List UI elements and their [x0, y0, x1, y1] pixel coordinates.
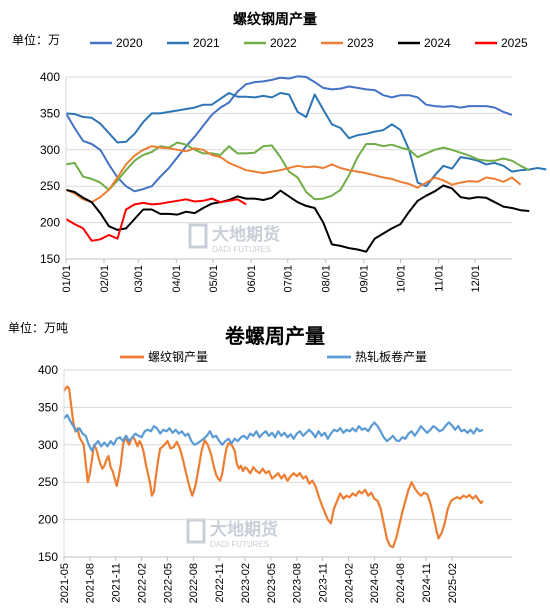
chart1-x-tick-label: 09/01 — [359, 265, 371, 293]
chart1-y-tick-label: 200 — [40, 216, 60, 230]
watermark-text: 大地期货 — [212, 224, 280, 245]
legend-label-螺纹钢产量: 螺纹钢产量 — [148, 350, 208, 364]
chart2-x-tick-label: 2021-05 — [59, 563, 71, 603]
chart1-y-tick-label: 150 — [40, 252, 60, 266]
chart1-unit-label: 单位：万 — [12, 32, 60, 47]
chart2-x-tick-label: 2022-08 — [188, 563, 200, 603]
chart1-watermark: 大地期货 DADI FUTURES — [188, 223, 280, 254]
chart1-x-tick-label: 06/01 — [246, 265, 258, 293]
chart2-x-tick-label: 2024-02 — [343, 563, 355, 603]
series-line-2022 — [65, 141, 530, 201]
legend-label-2020: 2020 — [116, 36, 143, 50]
chart2-title: 卷螺周产量 — [225, 324, 325, 348]
chart1-y-tick-label: 350 — [40, 106, 60, 120]
chart1-x-tick-label: 01/01 — [61, 265, 73, 293]
chart2-x-tick-label: 2023-02 — [240, 563, 252, 603]
chart2-x-tick-label: 2023-05 — [266, 563, 278, 603]
series-line-2020 — [65, 75, 513, 193]
rebar-weekly-output-chart: 螺纹钢周产量 单位：万 大地期货 DADI FUTURES 150 200 250 3… — [12, 11, 547, 293]
chart2-y-tick-label: 250 — [38, 475, 58, 489]
chart2-x-tick-label: 2025-02 — [447, 563, 459, 603]
chart2-watermark: 大地期货 DADI FUTURES — [186, 518, 278, 549]
legend-label-2021: 2021 — [193, 36, 220, 50]
chart2-y-tick-label: 400 — [38, 363, 58, 377]
watermark-subtext: DADI FUTURES — [212, 245, 271, 254]
legend-label-2022: 2022 — [270, 36, 297, 50]
chart1-y-tick-label: 300 — [40, 143, 60, 157]
chart1-x-tick-label: 04/01 — [171, 265, 183, 293]
chart1-x-tick-label: 08/01 — [321, 265, 333, 293]
series-line-2023 — [65, 145, 522, 204]
chart2-x-tick-label: 2024-05 — [369, 563, 381, 603]
series-line-2024 — [65, 184, 530, 253]
chart2-x-tick-label: 2024-11 — [421, 563, 433, 603]
chart2-x-tick-label: 2022-02 — [136, 563, 148, 603]
chart1-x-tick-label: 02/01 — [99, 265, 111, 293]
chart2-x-tick-label: 2022-11 — [214, 563, 226, 603]
series-line-螺纹钢产量 — [63, 385, 484, 549]
series-line-2021 — [65, 92, 547, 188]
watermark-text: 大地期货 — [210, 519, 278, 540]
chart1-y-tick-label: 250 — [40, 179, 60, 193]
chart2-x-tick-label: 2021-08 — [85, 563, 97, 603]
chart2-x-tick-label: 2021-11 — [111, 563, 123, 603]
chart2-unit-label: 单位：万吨 — [8, 320, 68, 335]
legend-label-2024: 2024 — [424, 36, 451, 50]
legend-label-2023: 2023 — [347, 36, 374, 50]
chart2-x-tick-label: 2023-08 — [292, 563, 304, 603]
watermark-logo — [188, 223, 208, 249]
legend-label-2025: 2025 — [501, 36, 528, 50]
chart1-x-tick-label: 11/01 — [433, 265, 445, 292]
chart2-y-tick-label: 350 — [38, 400, 58, 414]
chart2-x-tick-label: 2022-05 — [162, 563, 174, 603]
chart2-y-tick-label: 300 — [38, 438, 58, 452]
chart2-x-tick-label: 2023-11 — [318, 563, 330, 603]
chart2-y-tick-label: 150 — [38, 550, 58, 564]
legend-label-热轧板卷产量: 热轧板卷产量 — [355, 349, 427, 364]
chart1-x-tick-label: 10/01 — [395, 265, 407, 293]
chart1-x-tick-label: 03/01 — [133, 265, 145, 293]
series-line-热轧板卷产量 — [63, 413, 484, 452]
chart1-x-tick-label: 07/01 — [283, 265, 295, 293]
coil-rebar-weekly-output-chart: 单位：万吨 卷螺周产量 大地期货 DADI FUTURES 150 200 250 3… — [8, 320, 512, 603]
chart1-x-tick-label: 05/01 — [208, 265, 220, 293]
chart1-title: 螺纹钢周产量 — [233, 11, 317, 28]
chart2-x-tick-label: 2024-08 — [395, 563, 407, 603]
watermark-logo — [186, 518, 206, 544]
chart1-y-tick-label: 400 — [40, 70, 60, 84]
chart2-y-tick-label: 200 — [38, 513, 58, 527]
series-line-2025 — [65, 197, 247, 242]
watermark-subtext: DADI FUTURES — [210, 540, 269, 549]
chart1-x-tick-label: 12/01 — [470, 265, 482, 293]
